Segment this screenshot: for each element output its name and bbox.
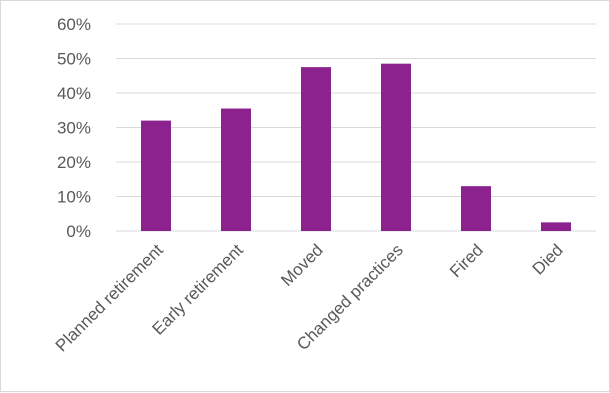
- y-tick-label: 40%: [57, 84, 91, 103]
- y-axis-tick-labels: 0% 10% 20% 30% 40% 50% 60%: [57, 15, 91, 241]
- bar: [301, 67, 331, 231]
- bar: [141, 120, 171, 231]
- x-category-label: Fired: [446, 240, 487, 281]
- y-tick-label: 20%: [57, 153, 91, 172]
- bar: [461, 186, 491, 231]
- y-tick-label: 30%: [57, 119, 91, 138]
- bar: [381, 63, 411, 231]
- y-tick-label: 60%: [57, 15, 91, 34]
- bars: [141, 63, 571, 231]
- gridlines: [116, 23, 596, 232]
- x-category-label: Planned retirement: [52, 240, 167, 355]
- y-tick-label: 50%: [57, 50, 91, 69]
- y-tick-label: 0%: [66, 222, 91, 241]
- x-category-label: Moved: [277, 240, 327, 290]
- x-category-label: Died: [529, 240, 567, 278]
- bar: [221, 108, 251, 231]
- bar: [541, 222, 571, 231]
- y-tick-label: 10%: [57, 188, 91, 207]
